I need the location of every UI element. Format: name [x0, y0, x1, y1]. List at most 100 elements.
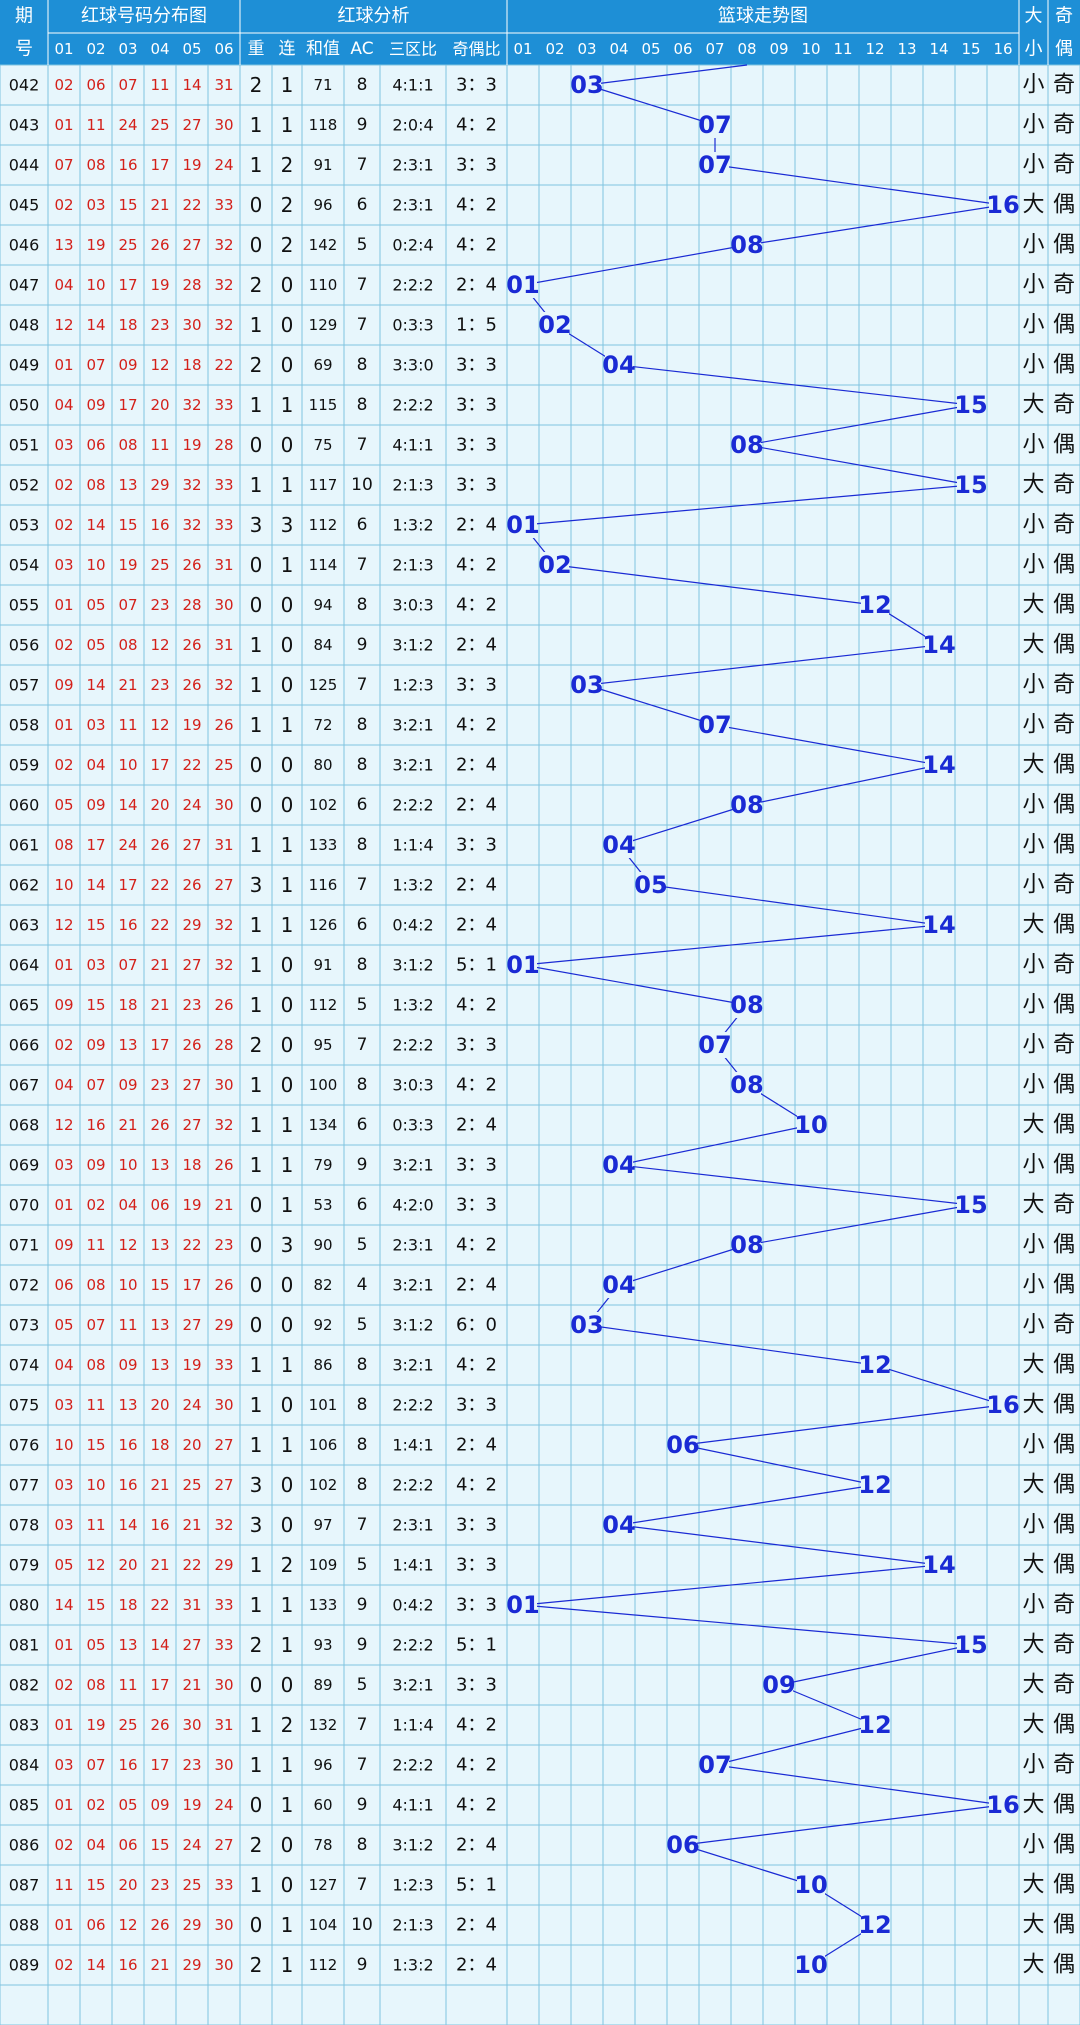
red-ball-number: 07 — [86, 1076, 105, 1094]
blue-trend-segment — [778, 1644, 972, 1686]
period-number: 062 — [9, 876, 40, 895]
repeat-count: 1 — [250, 1113, 263, 1137]
zone-ratio: 2:2:2 — [392, 1476, 433, 1495]
consecutive-count: 0 — [281, 273, 294, 297]
zone-ratio: 1:1:4 — [392, 836, 433, 855]
odd-even-ratio: 2：4 — [456, 875, 497, 896]
red-ball-number: 23 — [150, 1876, 169, 1894]
zone-ratio: 1:3:2 — [392, 1956, 433, 1975]
blue-ball-number: 05 — [634, 871, 667, 899]
red-ball-number: 15 — [150, 1836, 169, 1854]
ac-value: 7 — [357, 1715, 368, 1735]
ac-value: 8 — [357, 1835, 368, 1855]
blue-odd-even: 奇 — [1053, 513, 1075, 538]
red-ball-number: 02 — [54, 1956, 73, 1974]
sum-value: 117 — [309, 476, 338, 494]
red-ball-number: 30 — [214, 116, 233, 134]
sum-value: 72 — [313, 716, 332, 734]
red-ball-number: 14 — [182, 76, 201, 94]
blue-odd-even: 偶 — [1053, 1273, 1075, 1298]
zone-ratio: 4:1:1 — [392, 436, 433, 455]
red-ball-number: 17 — [118, 876, 137, 894]
blue-odd-even: 偶 — [1053, 913, 1075, 938]
blue-ball-marker — [509, 952, 537, 978]
red-ball-number: 29 — [182, 1956, 201, 1974]
period-number: 051 — [9, 436, 40, 455]
red-ball-number: 11 — [118, 716, 137, 734]
ac-value: 8 — [357, 1395, 368, 1415]
header-blue-col-16: 16 — [993, 40, 1012, 58]
consecutive-count: 0 — [281, 593, 294, 617]
sum-value: 132 — [309, 1716, 338, 1734]
zone-ratio: 3:2:1 — [392, 1676, 433, 1695]
red-ball-number: 01 — [54, 1196, 73, 1214]
blue-big-small: 大 — [1022, 913, 1044, 938]
red-ball-number: 33 — [214, 1596, 233, 1614]
zone-ratio: 3:2:1 — [392, 1156, 433, 1175]
red-ball-number: 21 — [150, 196, 169, 214]
red-ball-number: 10 — [118, 1276, 137, 1294]
period-number: 085 — [9, 1796, 40, 1815]
zone-ratio: 3:0:3 — [392, 596, 433, 615]
blue-big-small: 大 — [1022, 473, 1044, 498]
blue-trend-segment — [522, 924, 940, 966]
blue-trend-segment — [554, 564, 876, 606]
blue-ball-marker — [733, 792, 761, 818]
red-ball-number: 02 — [54, 76, 73, 94]
blue-ball-marker — [701, 152, 729, 178]
sum-value: 110 — [309, 276, 338, 294]
red-ball-number: 08 — [86, 1276, 105, 1294]
blue-ball-number: 06 — [666, 1831, 699, 1859]
consecutive-count: 0 — [281, 1033, 294, 1057]
period-number: 054 — [9, 556, 40, 575]
blue-odd-even: 偶 — [1053, 833, 1075, 858]
header-red-col-01: 01 — [54, 40, 73, 58]
sum-value: 84 — [313, 636, 332, 654]
red-ball-number: 30 — [214, 1396, 233, 1414]
blue-ball-number: 08 — [730, 1231, 763, 1259]
blue-ball-number: 02 — [538, 311, 571, 339]
zone-ratio: 3:2:1 — [392, 716, 433, 735]
red-ball-number: 13 — [118, 1636, 137, 1654]
odd-even-ratio: 3：3 — [456, 835, 497, 856]
blue-odd-even: 偶 — [1053, 593, 1075, 618]
red-ball-number: 12 — [86, 1556, 105, 1574]
sum-value: 96 — [313, 1756, 332, 1774]
header-blue-col-07: 07 — [705, 40, 724, 58]
blue-ball-number: 14 — [922, 911, 955, 939]
red-ball-number: 33 — [214, 1636, 233, 1654]
period-number: 046 — [9, 236, 40, 255]
sum-value: 129 — [309, 316, 338, 334]
blue-ball-number: 03 — [570, 1311, 603, 1339]
blue-odd-even: 奇 — [1053, 393, 1075, 418]
red-ball-number: 26 — [182, 1036, 201, 1054]
red-ball-number: 17 — [150, 1036, 169, 1054]
red-ball-number: 08 — [118, 436, 137, 454]
header-blue-col-09: 09 — [769, 40, 788, 58]
red-ball-number: 19 — [182, 436, 201, 454]
blue-big-small: 小 — [1022, 1273, 1044, 1298]
zone-ratio: 1:4:1 — [392, 1556, 433, 1575]
blue-ball-marker — [957, 472, 985, 498]
zone-ratio: 3:1:2 — [392, 1316, 433, 1335]
sum-value: 69 — [313, 356, 332, 374]
red-ball-number: 13 — [118, 1036, 137, 1054]
blue-ball-number: 15 — [954, 391, 987, 419]
red-ball-number: 02 — [54, 636, 73, 654]
ac-value: 7 — [357, 315, 368, 335]
consecutive-count: 0 — [281, 1313, 294, 1337]
blue-ball-number: 08 — [730, 231, 763, 259]
red-ball-number: 14 — [86, 1956, 105, 1974]
red-ball-number: 01 — [54, 116, 73, 134]
odd-even-ratio: 3：3 — [456, 475, 497, 496]
ac-value: 7 — [357, 435, 368, 455]
blue-trend-segment — [746, 444, 972, 486]
blue-trend-segment — [586, 1324, 876, 1366]
period-number: 068 — [9, 1116, 40, 1135]
sum-value: 109 — [309, 1556, 338, 1574]
blue-trend-segment — [586, 84, 716, 126]
repeat-count: 0 — [250, 1793, 263, 1817]
red-ball-number: 25 — [150, 556, 169, 574]
consecutive-count: 1 — [281, 1153, 294, 1177]
repeat-count: 1 — [250, 673, 263, 697]
